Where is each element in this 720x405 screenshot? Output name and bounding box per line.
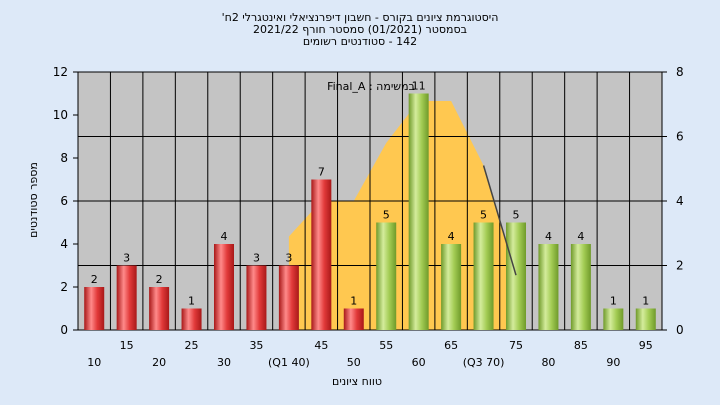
data-label-14: 4 — [545, 230, 552, 243]
data-label-8: 1 — [350, 295, 357, 308]
y2-tick-label: 8 — [676, 65, 684, 79]
y-tick-label: 0 — [60, 323, 68, 337]
y-tick-label: 10 — [53, 108, 68, 122]
grid-layer — [77, 71, 663, 331]
data-label-16: 1 — [610, 295, 617, 308]
curve-layer — [482, 165, 517, 276]
data-label-1: 3 — [123, 252, 130, 265]
y2-tick-label: 6 — [676, 130, 684, 144]
data-label-15: 4 — [577, 230, 584, 243]
y2-tick-label: 2 — [676, 259, 684, 273]
bar-9 — [376, 222, 397, 330]
bar-1 — [116, 265, 137, 330]
x-tick-label: (Q3 70) — [463, 356, 505, 369]
bar-5 — [246, 265, 267, 330]
x-tick-label: 60 — [412, 356, 426, 369]
bar-7 — [311, 179, 332, 330]
data-label-6: 3 — [285, 252, 292, 265]
bar-layer — [84, 93, 656, 330]
y-tick-label: 8 — [60, 151, 68, 165]
data-label-11: 4 — [448, 230, 455, 243]
x-tick-label: 85 — [574, 339, 588, 352]
bar-17 — [635, 308, 656, 330]
data-label-3: 1 — [188, 295, 195, 308]
x-tick-label: 80 — [541, 356, 555, 369]
y-tick-label: 4 — [60, 237, 68, 251]
bar-2 — [149, 287, 170, 330]
x-tick-label: 95 — [639, 339, 653, 352]
distribution-curve — [482, 165, 517, 276]
bar-16 — [603, 308, 624, 330]
data-label-12: 5 — [480, 209, 487, 222]
x-tick-label: 45 — [314, 339, 328, 352]
bar-6 — [278, 265, 299, 330]
data-label-7: 7 — [318, 166, 325, 179]
data-label-13: 5 — [513, 209, 520, 222]
bar-0 — [84, 287, 105, 330]
data-label-5: 3 — [253, 252, 260, 265]
x-tick-label: 65 — [444, 339, 458, 352]
x-tick-label: 25 — [185, 339, 199, 352]
y-tick-label: 2 — [60, 280, 68, 294]
chart-title-line-3: 142 - סטודנטים רשומים — [302, 35, 418, 48]
y-tick-label: 12 — [53, 65, 68, 79]
y-tick-label: 6 — [60, 194, 68, 208]
x-tick-label: (Q1 40) — [268, 356, 310, 369]
data-label-9: 5 — [383, 209, 390, 222]
x-tick-label: 30 — [217, 356, 231, 369]
bar-13 — [506, 222, 526, 330]
x-tick-label: 20 — [152, 356, 166, 369]
data-label-17: 1 — [642, 295, 649, 308]
data-label-4: 4 — [221, 230, 228, 243]
bar-8 — [343, 308, 364, 330]
bar-14 — [538, 244, 559, 330]
x-tick-label: 50 — [347, 356, 361, 369]
bar-10 — [408, 93, 429, 330]
chart-title-line-2: בסמסטר (01/2021) סמסטר חורף 2021/22 — [253, 23, 467, 36]
y2-tick-label: 4 — [676, 194, 684, 208]
bar-3 — [181, 308, 202, 330]
data-label-10: 11 — [412, 80, 426, 93]
bar-12 — [473, 222, 494, 330]
bar-15 — [570, 244, 591, 330]
x-axis-label: טווח ציונים — [332, 375, 382, 388]
data-label-0: 2 — [91, 273, 98, 286]
chart-annotation: במשימה : Final_A — [327, 80, 415, 93]
x-tick-label: 90 — [606, 356, 620, 369]
x-tick-label: 10 — [87, 356, 101, 369]
y-axis-label: מספר סטודנטים — [27, 162, 40, 238]
chart-title-line-1: היסטוגרמת ציונים בקורס - חשבון דיפרנציאל… — [221, 11, 499, 24]
x-tick-label: 35 — [249, 339, 263, 352]
x-tick-label: 15 — [120, 339, 134, 352]
x-tick-label: 55 — [379, 339, 393, 352]
x-tick-label: 75 — [509, 339, 523, 352]
bar-11 — [441, 244, 462, 330]
bar-4 — [214, 244, 234, 330]
data-label-2: 2 — [156, 273, 163, 286]
y2-tick-label: 0 — [676, 323, 684, 337]
